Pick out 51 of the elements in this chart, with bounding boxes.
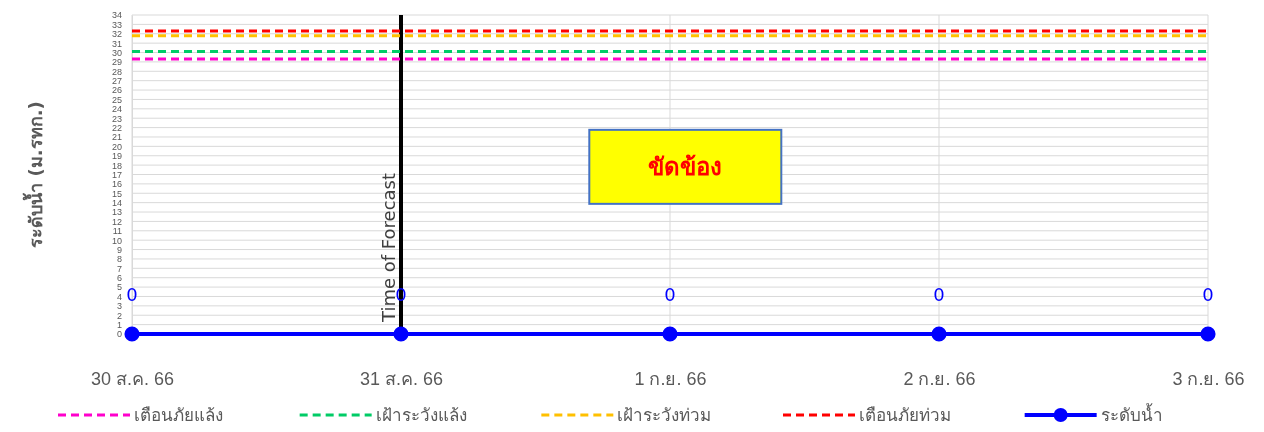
y-tick-label: 2 — [116, 310, 122, 321]
x-tick-label: 1 ก.ย. 66 — [634, 368, 707, 389]
x-tick-label: 2 ก.ย. 66 — [903, 368, 976, 389]
y-tick-label: 11 — [112, 226, 122, 237]
y-tick-label: 14 — [111, 198, 122, 209]
y-tick-label: 15 — [111, 188, 122, 199]
y-tick-label: 7 — [116, 263, 122, 274]
y-tick-label: 32 — [111, 29, 122, 40]
y-tick-label: 13 — [111, 207, 122, 218]
y-tick-label: 26 — [111, 85, 122, 96]
y-tick-label: 27 — [111, 76, 122, 87]
annotation: ขัดข้อง — [648, 152, 723, 181]
y-tick-label: 5 — [116, 282, 122, 293]
y-tick-label: 8 — [116, 254, 122, 265]
y-tick-label: 31 — [111, 38, 122, 49]
y-tick-label: 19 — [111, 151, 122, 162]
y-tick-label: 24 — [111, 104, 122, 115]
y-tick-label: 3 — [116, 301, 122, 312]
legend-label: ระดับน้ำ — [1100, 403, 1163, 425]
legend-label: เตือนภัยท่วม — [859, 405, 951, 425]
y-tick-label: 17 — [111, 169, 122, 180]
y-tick-label: 21 — [111, 132, 122, 143]
y-tick-label: 6 — [116, 273, 122, 284]
y-tick-label: 16 — [111, 179, 122, 190]
y-tick-label: 25 — [111, 94, 122, 105]
legend-label: เฝ้าระวังท่วม — [617, 405, 712, 425]
y-axis-title: ระดับน้ำ (ม.รทก.) — [22, 101, 46, 248]
y-tick-label: 10 — [111, 235, 122, 246]
y-tick-label: 22 — [111, 122, 122, 133]
y-tick-label: 20 — [111, 141, 122, 152]
data-label: 0 — [933, 284, 945, 305]
y-tick-label: 9 — [116, 244, 122, 255]
x-tick-label: 30 ส.ค. 66 — [90, 368, 175, 389]
x-tick-label: 31 ส.ค. 66 — [359, 368, 444, 389]
legend-label: เฝ้าระวังแล้ง — [375, 405, 467, 425]
data-label: 0 — [664, 284, 676, 305]
data-label: 0 — [1202, 284, 1214, 305]
y-tick-label: 0 — [116, 329, 122, 340]
y-tick-label: 29 — [111, 57, 122, 68]
y-tick-label: 23 — [111, 113, 122, 124]
y-tick-label: 34 — [111, 10, 122, 21]
y-tick-label: 1 — [116, 320, 122, 330]
y-tick-label: 30 — [111, 47, 122, 58]
x-tick-label: 3 ก.ย. 66 — [1172, 368, 1245, 389]
y-tick-label: 12 — [111, 216, 122, 227]
y-tick-label: 33 — [111, 19, 122, 30]
note-box: ขัดข้อง — [588, 128, 783, 205]
y-tick-label: 18 — [111, 160, 122, 171]
legend-label: เตือนภัยแล้ง — [134, 405, 223, 425]
y-tick-label: 28 — [111, 66, 122, 77]
y-tick-label: 4 — [116, 291, 122, 302]
